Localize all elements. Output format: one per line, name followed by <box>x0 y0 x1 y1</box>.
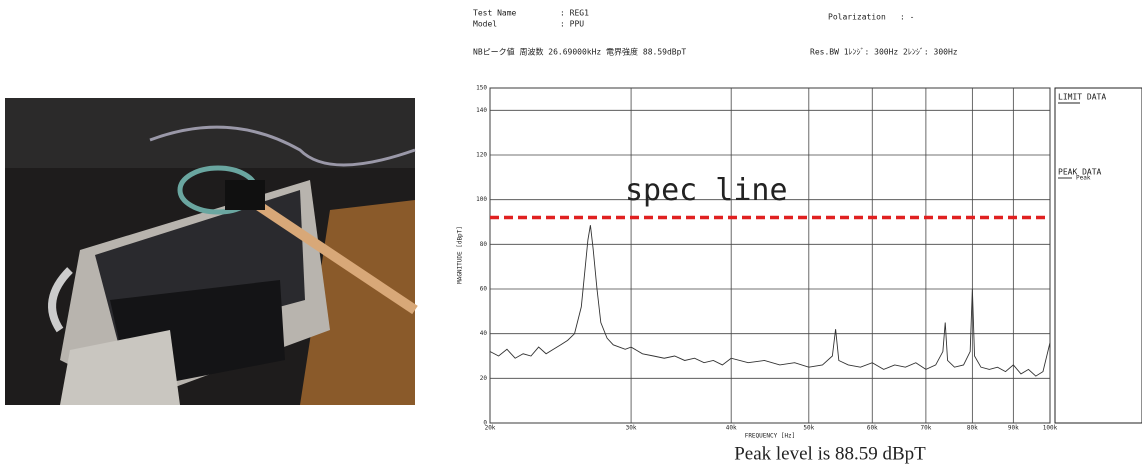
x-tick-label: 30k <box>626 425 637 432</box>
legend-limit-title: LIMIT DATA <box>1058 93 1106 102</box>
y-tick-label: 80 <box>480 241 488 248</box>
caption: Peak level is 88.59 dBpT <box>734 443 926 464</box>
y-tick-label: 140 <box>476 107 487 114</box>
y-tick-label: 20 <box>480 375 488 382</box>
polarization-label: Polarization <box>828 13 886 22</box>
test-name: : REG1 <box>560 9 589 18</box>
plot-frame <box>490 88 1050 423</box>
x-tick-label: 60k <box>867 425 878 432</box>
figure: Test Name : REG1 Model : PPU Polarizatio… <box>0 0 1142 470</box>
model-label: Model <box>473 20 497 29</box>
x-tick-label: 80k <box>967 425 978 432</box>
x-tick-label: 100k <box>1043 425 1058 432</box>
spec-line-label: spec line <box>625 173 788 208</box>
x-tick-label: 20k <box>485 425 496 432</box>
y-axis-label: MAGNITUDE [dBpT] <box>457 226 464 284</box>
y-tick-label: 120 <box>476 152 487 159</box>
spectrum-line <box>490 225 1050 376</box>
model: : PPU <box>560 20 584 29</box>
polarization: : - <box>900 13 914 22</box>
legend-frame <box>1055 88 1142 423</box>
y-tick-label: 100 <box>476 196 487 203</box>
x-tick-label: 90k <box>1008 425 1019 432</box>
page: Test Name : REG1 Model : PPU Polarizatio… <box>0 0 1142 470</box>
peak-info: NBピーク値 周波数 26.69000kHz 電界強度 88.59dBpT <box>473 47 686 57</box>
res-bw: Res.BW 1ﾚﾝｼﾞ: 300Hz 2ﾚﾝｼﾞ: 300Hz <box>810 48 958 57</box>
x-tick-label: 40k <box>726 425 737 432</box>
x-tick-label: 50k <box>803 425 814 432</box>
test-name-label: Test Name <box>473 9 517 18</box>
y-tick-label: 60 <box>480 286 488 293</box>
y-tick-label: 40 <box>480 330 488 337</box>
y-tick-label: 150 <box>476 85 487 92</box>
x-tick-label: 70k <box>920 425 931 432</box>
photo <box>5 98 415 405</box>
legend-entry: Peak <box>1076 175 1091 182</box>
x-axis-label: FREQUENCY [Hz] <box>745 433 796 440</box>
